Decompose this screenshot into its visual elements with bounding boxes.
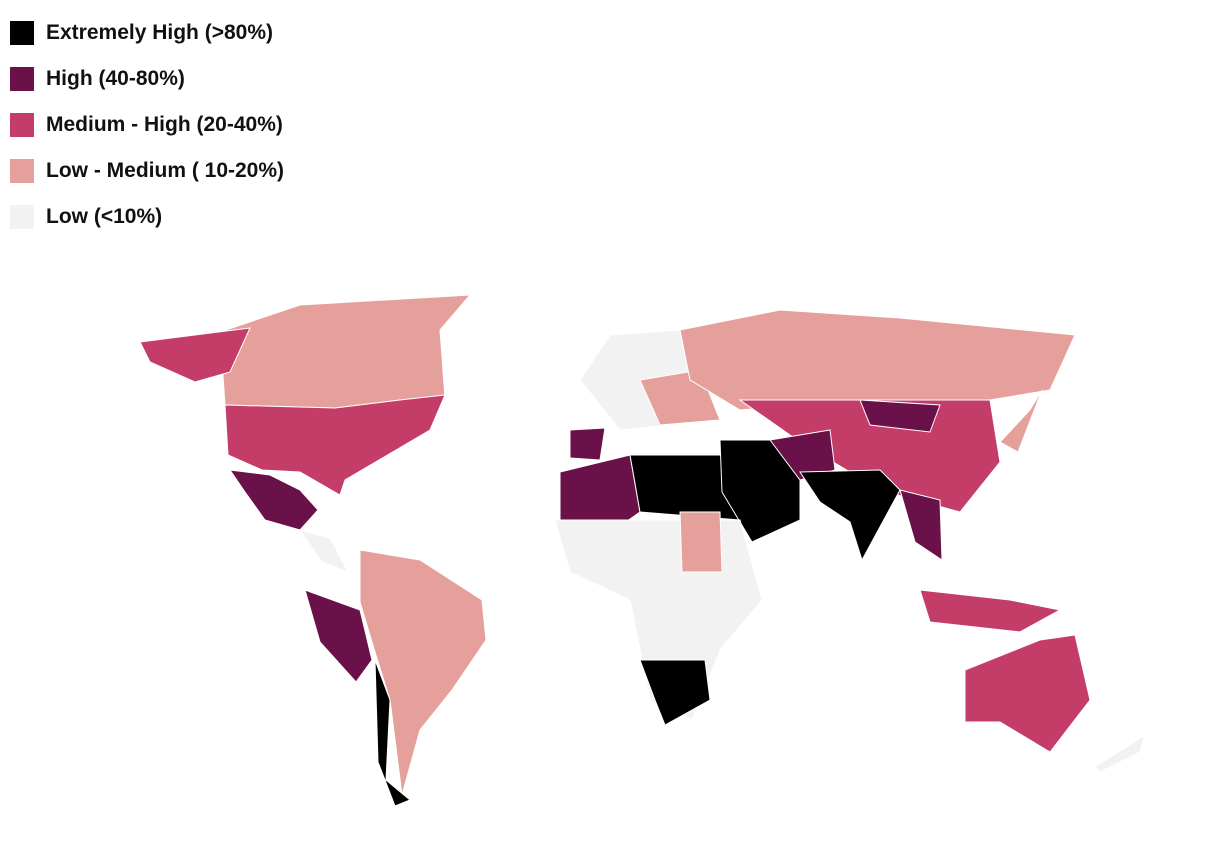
region <box>799 469 901 562</box>
region <box>639 659 711 726</box>
region <box>899 489 943 561</box>
region <box>374 659 411 807</box>
legend-label: Low (<10%) <box>46 205 163 228</box>
legend-item: Low - Medium ( 10-20%) <box>10 148 284 194</box>
region <box>224 394 446 496</box>
region <box>359 549 487 796</box>
region <box>228 469 319 531</box>
region <box>219 294 472 409</box>
region <box>919 589 1062 633</box>
legend-item: Extremely High (>80%) <box>10 10 284 56</box>
legend-label: Medium - High (20-40%) <box>46 113 283 136</box>
legend-swatch <box>10 159 34 183</box>
region <box>679 511 723 573</box>
legend-item: Medium - High (20-40%) <box>10 102 284 148</box>
legend-item: High (40-80%) <box>10 56 284 102</box>
legend: Extremely High (>80%) High (40-80%) Medium… <box>10 10 284 240</box>
region <box>569 427 606 461</box>
legend-label: Extremely High (>80%) <box>46 21 274 44</box>
region <box>1094 733 1146 773</box>
legend-swatch <box>10 205 34 229</box>
region <box>859 399 941 433</box>
region <box>964 634 1091 753</box>
legend-item: Low (<10%) <box>10 194 284 240</box>
region <box>304 589 373 683</box>
region <box>769 429 836 481</box>
region <box>298 529 350 573</box>
region <box>999 389 1043 453</box>
legend-swatch <box>10 113 34 137</box>
legend-label: High (40-80%) <box>46 67 185 90</box>
legend-swatch <box>10 21 34 45</box>
legend-swatch <box>10 67 34 91</box>
region <box>139 327 251 383</box>
region <box>679 309 1076 411</box>
legend-label: Low - Medium ( 10-20%) <box>46 159 285 182</box>
